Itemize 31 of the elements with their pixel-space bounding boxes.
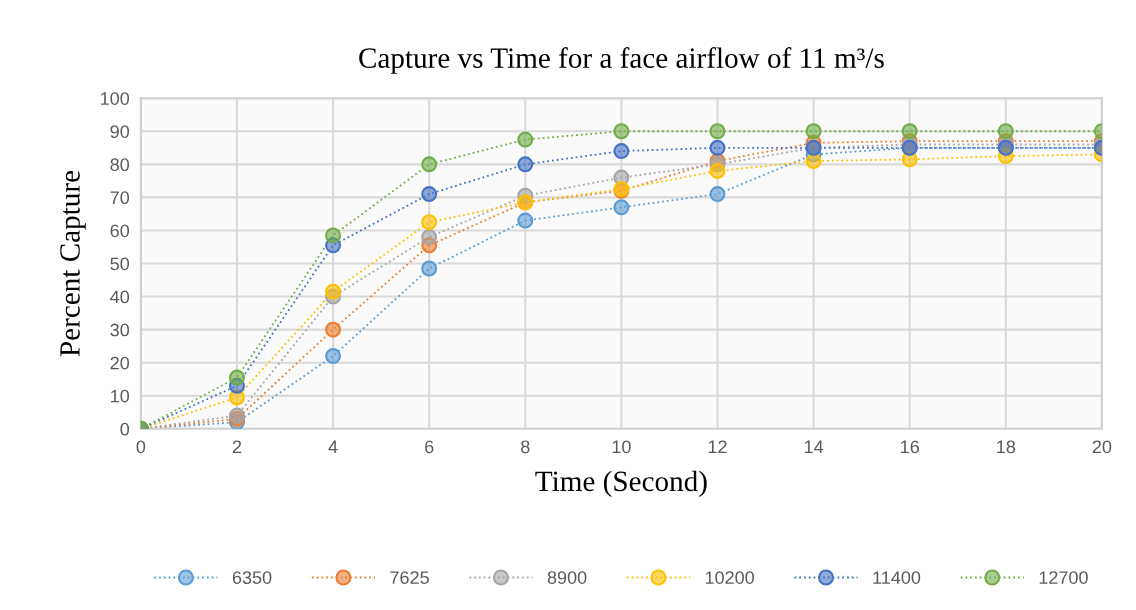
y-axis-title: Percent Capture — [60, 170, 86, 357]
y-tick-label: 30 — [110, 323, 130, 337]
y-tick-label: 70 — [110, 191, 130, 205]
y-tick-label: 80 — [110, 158, 130, 172]
legend-label: 6350 — [232, 571, 272, 584]
y-tick-label: 100 — [101, 92, 130, 105]
x-tick-label: 8 — [521, 440, 530, 454]
y-tick-label: 90 — [110, 125, 130, 138]
x-tick-label: 0 — [136, 440, 146, 454]
x-axis-title: Time (Second) — [535, 470, 707, 498]
x-tick-label: 4 — [328, 440, 338, 454]
legend-label: 10200 — [705, 571, 754, 584]
chart-title: Capture vs Time for a face airflow of 11 m³/s — [359, 47, 884, 74]
x-tick-label: 14 — [804, 440, 824, 454]
x-tick-label: 6 — [425, 440, 434, 454]
y-tick-label: 60 — [110, 224, 130, 238]
legend-label: 12700 — [1039, 571, 1088, 584]
legend-label: 8900 — [547, 571, 587, 584]
y-tick-label: 40 — [110, 290, 130, 304]
legend-label: 11400 — [873, 571, 921, 584]
y-tick-label: 20 — [110, 356, 130, 370]
x-tick-label: 10 — [612, 440, 631, 454]
x-tick-label: 18 — [997, 440, 1016, 454]
legend-label: 7625 — [390, 571, 429, 584]
y-tick-label: 0 — [120, 422, 130, 436]
x-tick-label: 16 — [901, 440, 919, 454]
y-tick-label: 50 — [110, 257, 130, 271]
y-tick-label: 10 — [111, 389, 130, 403]
x-tick-label: 12 — [708, 440, 727, 454]
x-tick-label: 2 — [232, 440, 242, 454]
x-tick-label: 20 — [1092, 440, 1112, 454]
